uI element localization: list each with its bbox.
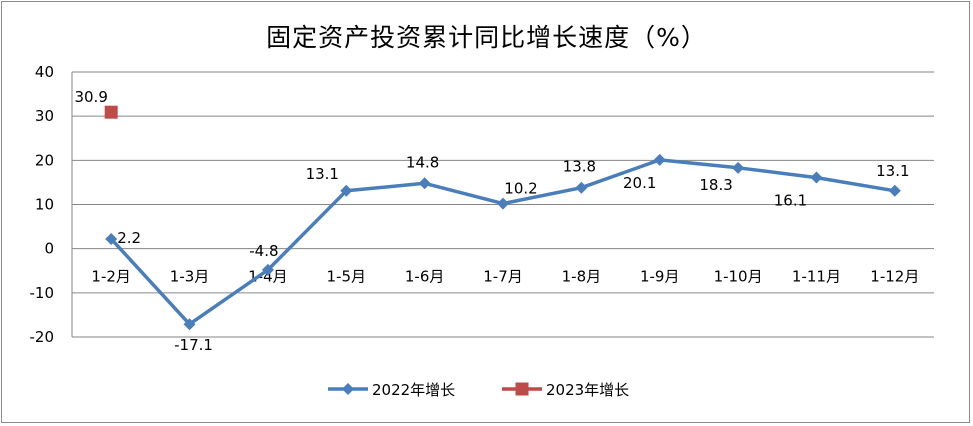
- legend-label: 2023年增长: [546, 381, 629, 399]
- x-tick-label: 1-12月: [870, 268, 919, 286]
- y-tick-label: 40: [35, 63, 54, 81]
- x-tick-label: 1-11月: [792, 268, 841, 286]
- data-label: 13.1: [876, 162, 909, 180]
- legend: 2022年增长 2023年增长: [328, 381, 629, 399]
- data-point-diamond: [810, 171, 823, 184]
- y-tick-label: 30: [35, 107, 54, 125]
- series-line-2022年增长: [109, 158, 896, 326]
- data-point-diamond: [183, 318, 196, 331]
- data-point-diamond: [340, 184, 353, 197]
- y-tick-label: 10: [35, 196, 54, 214]
- data-point-diamond: [497, 197, 509, 210]
- data-point-diamond: [732, 161, 745, 174]
- legend-marker-square: [515, 382, 529, 396]
- data-label: 16.1: [774, 192, 807, 210]
- x-tick-label: 1-10月: [714, 268, 763, 286]
- y-tick-label: -10: [30, 284, 55, 302]
- data-point-diamond: [653, 153, 666, 166]
- gridlines: [71, 71, 934, 338]
- data-label: 13.8: [563, 158, 596, 176]
- y-tick-label: -20: [30, 328, 55, 346]
- x-tick-label: 1-5月: [327, 268, 367, 286]
- data-label: -17.1: [174, 336, 213, 354]
- x-tick-label: 1-2月: [91, 268, 131, 286]
- data-label: 13.1: [306, 165, 339, 183]
- x-tick-label: 1-6月: [405, 268, 445, 286]
- data-point-diamond: [261, 263, 274, 276]
- x-tick-label: 1-9月: [640, 268, 680, 286]
- x-tick-label: 1-8月: [562, 268, 602, 286]
- x-axis-ticks: 1-2月 1-3月 1-4月 1-5月 1-6月 1-7月 1-8月 1-9月 1-10月 1-1…: [91, 268, 919, 286]
- data-point-diamond: [575, 181, 588, 194]
- data-label: 10.2: [504, 180, 537, 198]
- data-label: 18.3: [699, 176, 732, 194]
- legend-marker-diamond: [342, 383, 354, 395]
- y-axis-ticks: 40 30 20 10 0 -10 -20: [30, 63, 55, 346]
- data-point-diamond: [418, 177, 431, 190]
- series-layer: 2.2 -17.1 -4.8 13.1 14.8 10.2 13.8 20.1 18.3 16.1…: [74, 88, 909, 354]
- x-tick-label: 1-4月: [248, 268, 288, 286]
- y-tick-label: 20: [35, 151, 54, 169]
- data-point-diamond: [888, 184, 901, 197]
- data-point-square: [104, 105, 118, 119]
- x-tick-label: 1-7月: [483, 268, 523, 286]
- data-label: 30.9: [74, 88, 107, 106]
- data-label: -4.8: [249, 242, 278, 260]
- legend-label: 2022年增长: [372, 381, 455, 399]
- data-label: 20.1: [623, 174, 656, 192]
- chart-title: 固定资产投资累计同比增长速度（%）: [266, 23, 707, 52]
- y-tick-label: 0: [44, 240, 54, 258]
- data-point-diamond: [105, 232, 118, 245]
- data-label: 14.8: [406, 153, 439, 171]
- data-label: 2.2: [117, 229, 141, 247]
- x-tick-label: 1-3月: [170, 268, 210, 286]
